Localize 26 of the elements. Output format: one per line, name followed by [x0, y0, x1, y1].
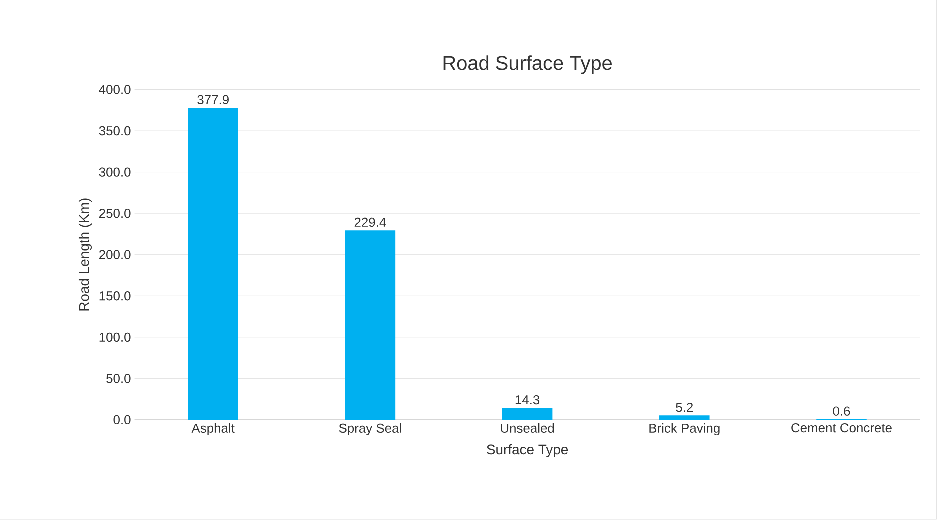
y-tick-label: 250.0 [100, 209, 131, 218]
data-label: 14.3 [516, 396, 540, 405]
x-axis-title: Surface Type [487, 444, 568, 458]
y-tick-label: 100.0 [100, 332, 131, 342]
bar [345, 230, 396, 420]
chart-title: Road Surface Type [444, 56, 612, 74]
bar [188, 108, 238, 420]
x-tick-label: Brick Paving [650, 424, 720, 436]
y-tick-label: 0.0 [114, 416, 131, 425]
x-tick-label: Spray Seal [339, 424, 402, 436]
data-label: 229.4 [354, 218, 386, 228]
y-tick-label: 200.0 [100, 250, 131, 260]
y-tick-label: 50.0 [106, 374, 131, 384]
x-tick-label: Asphalt [192, 424, 235, 436]
y-tick-label: 400.0 [99, 85, 131, 94]
y-tick-label: 150.0 [100, 292, 131, 301]
y-tick-label: 300.0 [99, 168, 131, 178]
y-tick-label: 350.0 [99, 126, 131, 136]
x-tick-label: Cement Concrete [792, 424, 892, 433]
bar [660, 416, 710, 420]
bar [502, 408, 553, 420]
x-tick-label: Unsealed [501, 424, 554, 434]
data-label: 5.2 [676, 403, 693, 412]
data-label: 0.6 [833, 406, 850, 416]
y-axis-title: Road Length (Km) [78, 198, 92, 311]
data-label: 377.9 [198, 95, 229, 105]
